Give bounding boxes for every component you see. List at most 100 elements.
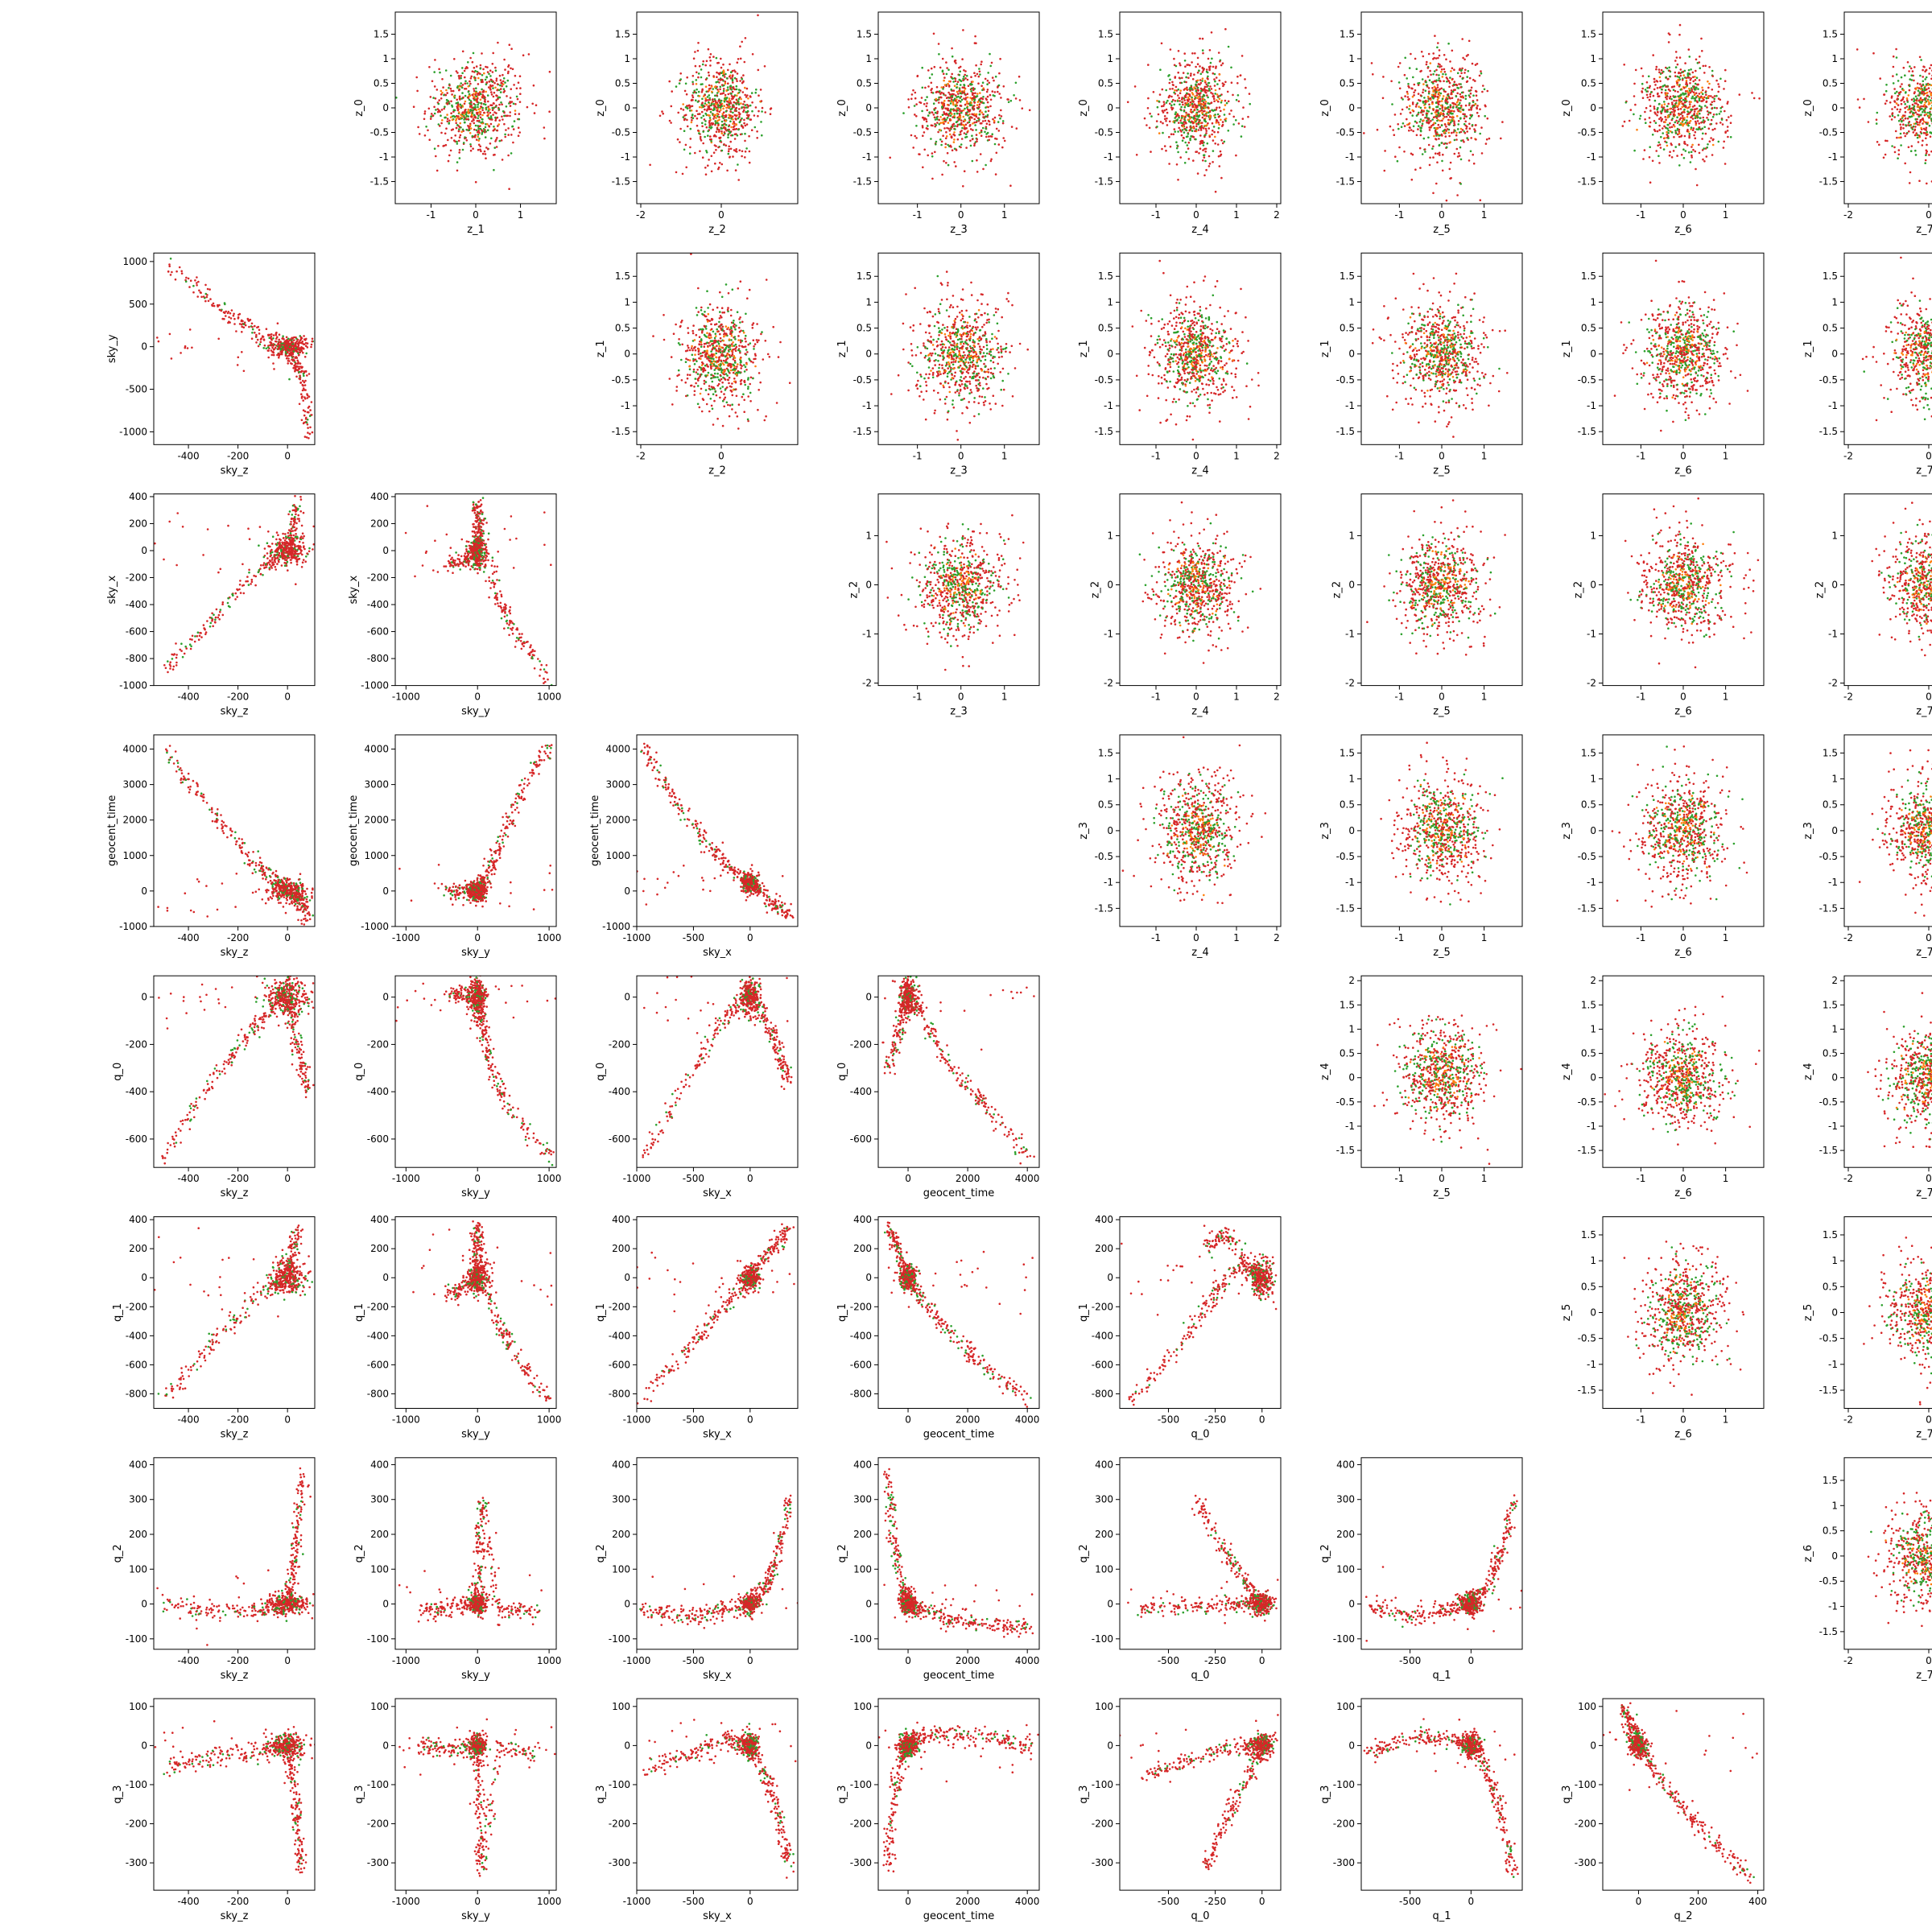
scatter-point	[1676, 122, 1679, 125]
scatter-point	[1419, 167, 1422, 169]
scatter-point	[1707, 80, 1709, 83]
scatter-point	[1444, 135, 1447, 138]
scatter-point	[1924, 111, 1926, 114]
scatter-point	[716, 112, 719, 115]
scatter-point	[1646, 96, 1649, 99]
scatter-point	[941, 118, 943, 121]
scatter-point	[1695, 167, 1697, 171]
scatter-point	[1156, 100, 1158, 102]
scatter-point	[471, 109, 474, 112]
scatter-point	[1191, 105, 1195, 107]
scatter-point	[691, 94, 694, 97]
x-axis-label: z_5	[1433, 224, 1451, 236]
scatter-point	[1481, 90, 1484, 93]
scatter-point	[1450, 89, 1453, 92]
scatter-point	[452, 128, 454, 130]
scatter-point	[712, 151, 716, 154]
scatter-point	[1683, 69, 1686, 72]
scatter-point	[1413, 94, 1415, 97]
scatter-point	[1882, 156, 1885, 159]
scatter-point	[486, 147, 489, 151]
scatter-point	[939, 90, 941, 93]
scatter-point	[1408, 126, 1411, 129]
scatter-point	[478, 110, 481, 113]
scatter-point	[1179, 89, 1182, 92]
scatter-point	[479, 64, 482, 67]
scatter-point	[1178, 97, 1180, 99]
scatter-point	[1711, 101, 1714, 104]
scatter-point	[1458, 68, 1461, 72]
scatter-point	[1451, 131, 1453, 134]
scatter-point	[758, 94, 760, 97]
scatter-point	[1427, 136, 1430, 139]
scatter-point	[1203, 135, 1206, 138]
scatter-point	[1218, 123, 1220, 126]
scatter-point	[708, 117, 712, 119]
scatter-point	[1685, 80, 1688, 84]
scatter-point	[1648, 156, 1651, 159]
scatter-point	[429, 96, 432, 98]
scatter-point	[1919, 130, 1922, 134]
scatter-point	[1682, 74, 1685, 76]
scatter-point	[1464, 94, 1468, 97]
scatter-point	[1181, 97, 1183, 99]
scatter-point	[1459, 130, 1463, 134]
scatter-point	[1695, 122, 1698, 125]
scatter-point	[701, 122, 704, 125]
scatter-point	[1165, 108, 1168, 111]
scatter-point	[1621, 125, 1624, 127]
scatter-point	[1202, 89, 1204, 92]
scatter-point	[1858, 106, 1861, 109]
scatter-point	[722, 117, 725, 119]
scatter-point	[1459, 93, 1462, 96]
scatter-point	[960, 122, 963, 125]
scatter-point	[1698, 95, 1700, 98]
scatter-point	[956, 123, 960, 126]
scatter-point	[1412, 130, 1414, 133]
scatter-point	[1726, 102, 1729, 105]
scatter-point	[1480, 126, 1483, 129]
scatter-point	[1726, 130, 1729, 132]
scatter-point	[700, 110, 704, 114]
scatter-point	[699, 105, 701, 109]
scatter-point	[1195, 80, 1198, 84]
scatter-point	[460, 82, 462, 85]
scatter-point	[1673, 136, 1675, 138]
scatter-point	[1427, 92, 1430, 95]
scatter-point	[1216, 119, 1219, 122]
scatter-point	[1435, 79, 1438, 82]
scatter-point	[938, 118, 940, 122]
scatter-point	[1658, 71, 1661, 73]
scatter-point	[1163, 109, 1166, 112]
scatter-point	[729, 147, 733, 151]
scatter-point	[1475, 94, 1478, 97]
scatter-point	[1460, 72, 1463, 75]
scatter-point	[1472, 94, 1475, 97]
scatter-point	[1440, 124, 1443, 126]
scatter-point	[1638, 118, 1641, 120]
scatter-point	[1429, 97, 1432, 100]
scatter-point	[959, 108, 961, 110]
scatter-point	[1435, 57, 1438, 60]
scatter-point	[444, 105, 446, 108]
scatter-point	[1452, 89, 1455, 92]
scatter-point	[725, 77, 729, 80]
scatter-point	[1409, 105, 1411, 107]
scatter-point	[1212, 97, 1216, 100]
y-tick-label: 0	[865, 102, 872, 114]
scatter-point	[1897, 153, 1901, 156]
y-tick-label: 1.5	[1098, 28, 1113, 39]
scatter-point	[720, 93, 722, 95]
scatter-point	[451, 105, 454, 108]
scatter-point	[1439, 119, 1442, 122]
scatter-point	[1195, 128, 1198, 130]
scatter-point	[487, 100, 489, 103]
scatter-point	[1634, 103, 1637, 106]
scatter-point	[1450, 91, 1453, 94]
scatter-point	[736, 61, 739, 64]
scatter-point	[707, 71, 710, 74]
scatter-point	[721, 113, 724, 115]
y-tick-label: -1.5	[1336, 176, 1355, 188]
scatter-point	[1470, 109, 1472, 111]
